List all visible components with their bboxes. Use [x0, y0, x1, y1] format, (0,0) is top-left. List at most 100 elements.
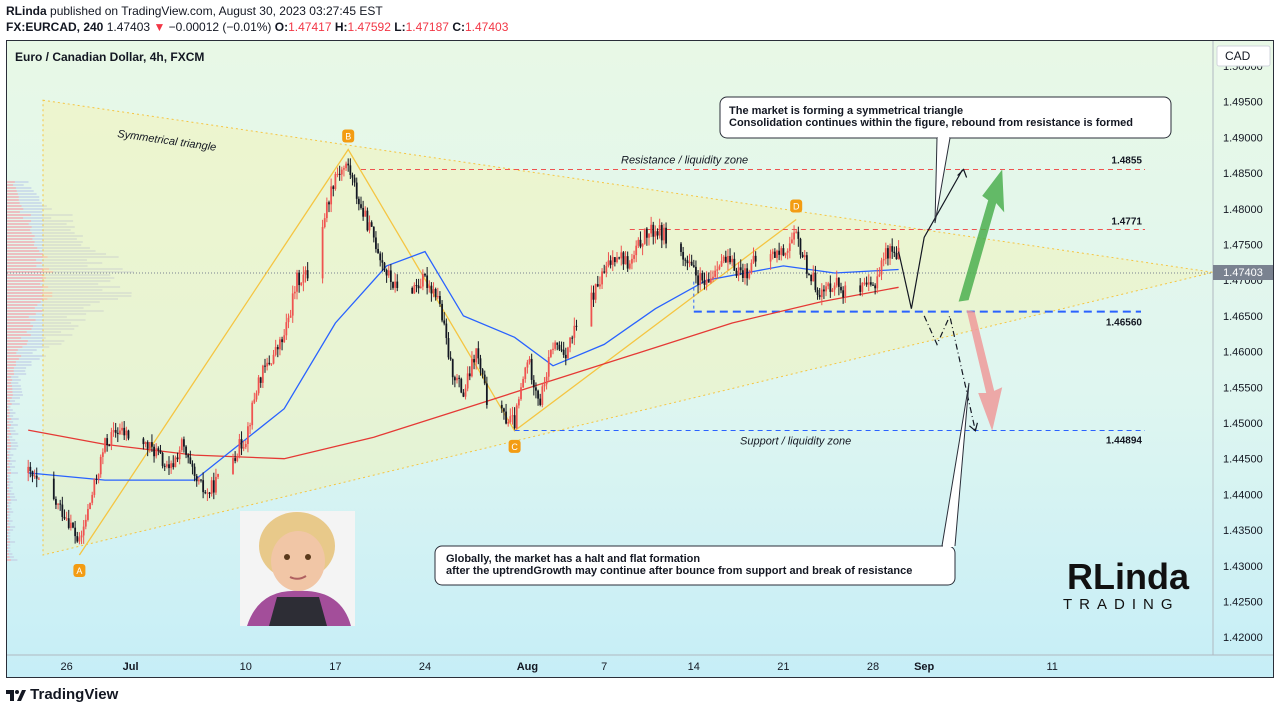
candle[interactable] — [831, 287, 834, 293]
candle[interactable] — [535, 382, 537, 399]
candle[interactable] — [296, 269, 298, 300]
candle[interactable] — [859, 278, 862, 296]
candle[interactable] — [197, 476, 200, 485]
candle[interactable] — [865, 276, 868, 287]
candle[interactable] — [392, 281, 394, 290]
candle[interactable] — [863, 277, 866, 286]
candle[interactable] — [191, 460, 194, 475]
candle[interactable] — [208, 491, 211, 499]
candle[interactable] — [607, 252, 610, 268]
candle[interactable] — [699, 267, 702, 291]
candle[interactable] — [270, 363, 273, 366]
candle[interactable] — [428, 280, 431, 293]
candle[interactable] — [253, 392, 256, 405]
candle[interactable] — [298, 269, 301, 293]
candle[interactable] — [872, 282, 874, 286]
candle[interactable] — [564, 347, 567, 366]
candle[interactable] — [590, 285, 593, 327]
candle[interactable] — [797, 226, 800, 247]
candle[interactable] — [782, 244, 785, 257]
candle[interactable] — [76, 531, 79, 543]
candle[interactable] — [609, 255, 612, 269]
candle[interactable] — [89, 502, 91, 510]
candle[interactable] — [549, 349, 552, 359]
projection-up-path[interactable] — [898, 169, 964, 309]
candle[interactable] — [575, 319, 578, 331]
candle[interactable] — [471, 351, 473, 378]
candle[interactable] — [861, 282, 864, 297]
candle[interactable] — [394, 273, 397, 293]
candle[interactable] — [650, 216, 653, 238]
candle[interactable] — [127, 429, 130, 441]
candle[interactable] — [554, 340, 557, 351]
candle[interactable] — [532, 375, 535, 396]
candle[interactable] — [159, 444, 162, 454]
candle[interactable] — [703, 272, 706, 290]
candle[interactable] — [212, 472, 215, 500]
candle[interactable] — [631, 253, 633, 270]
candle[interactable] — [321, 219, 324, 284]
candle[interactable] — [645, 227, 648, 246]
candle[interactable] — [663, 223, 665, 245]
candle[interactable] — [537, 389, 539, 406]
candle[interactable] — [87, 504, 89, 522]
candle[interactable] — [161, 451, 164, 469]
candle[interactable] — [613, 257, 616, 267]
candle[interactable] — [692, 259, 695, 268]
candle[interactable] — [291, 285, 294, 323]
candle[interactable] — [27, 459, 30, 482]
candle[interactable] — [362, 200, 365, 221]
candle[interactable] — [144, 441, 147, 448]
candle[interactable] — [752, 247, 755, 264]
candle[interactable] — [684, 257, 687, 267]
candle[interactable] — [82, 520, 85, 544]
candle[interactable] — [274, 339, 277, 357]
candle[interactable] — [720, 253, 723, 267]
candle[interactable] — [155, 443, 158, 459]
candle[interactable] — [80, 530, 83, 545]
candle[interactable] — [332, 185, 335, 197]
candle[interactable] — [526, 359, 529, 374]
candle[interactable] — [869, 276, 872, 287]
currency-button[interactable]: CAD — [1216, 45, 1271, 67]
candle[interactable] — [776, 249, 778, 263]
candle[interactable] — [232, 453, 234, 475]
candle[interactable] — [660, 222, 663, 249]
candle[interactable] — [170, 460, 173, 474]
candle[interactable] — [236, 453, 239, 463]
candle[interactable] — [443, 312, 446, 326]
slow-moving-average[interactable] — [28, 286, 899, 460]
candle[interactable] — [712, 270, 714, 282]
candle[interactable] — [101, 448, 104, 465]
candle[interactable] — [808, 273, 810, 276]
candle[interactable] — [432, 282, 435, 298]
candle[interactable] — [823, 285, 825, 300]
author-name[interactable]: RLinda — [6, 4, 47, 18]
candle[interactable] — [680, 241, 682, 257]
candle[interactable] — [172, 455, 175, 470]
candle[interactable] — [605, 261, 608, 278]
candle[interactable] — [195, 473, 198, 487]
candle[interactable] — [878, 267, 881, 278]
candle[interactable] — [458, 375, 461, 388]
candle[interactable] — [238, 433, 241, 459]
candle[interactable] — [842, 286, 845, 304]
candle[interactable] — [639, 231, 642, 249]
candle[interactable] — [833, 282, 836, 296]
candle[interactable] — [771, 248, 774, 260]
candle[interactable] — [596, 275, 599, 288]
candle[interactable] — [714, 265, 717, 279]
candle[interactable] — [306, 262, 309, 282]
candle[interactable] — [633, 250, 635, 263]
candle[interactable] — [801, 251, 804, 259]
candle[interactable] — [112, 422, 115, 437]
candle[interactable] — [769, 249, 772, 270]
candle[interactable] — [718, 264, 721, 271]
candle[interactable] — [539, 393, 542, 407]
candle[interactable] — [276, 344, 279, 358]
candle[interactable] — [884, 242, 887, 265]
candle[interactable] — [372, 226, 375, 243]
candle[interactable] — [183, 436, 185, 453]
candle[interactable] — [436, 287, 439, 300]
